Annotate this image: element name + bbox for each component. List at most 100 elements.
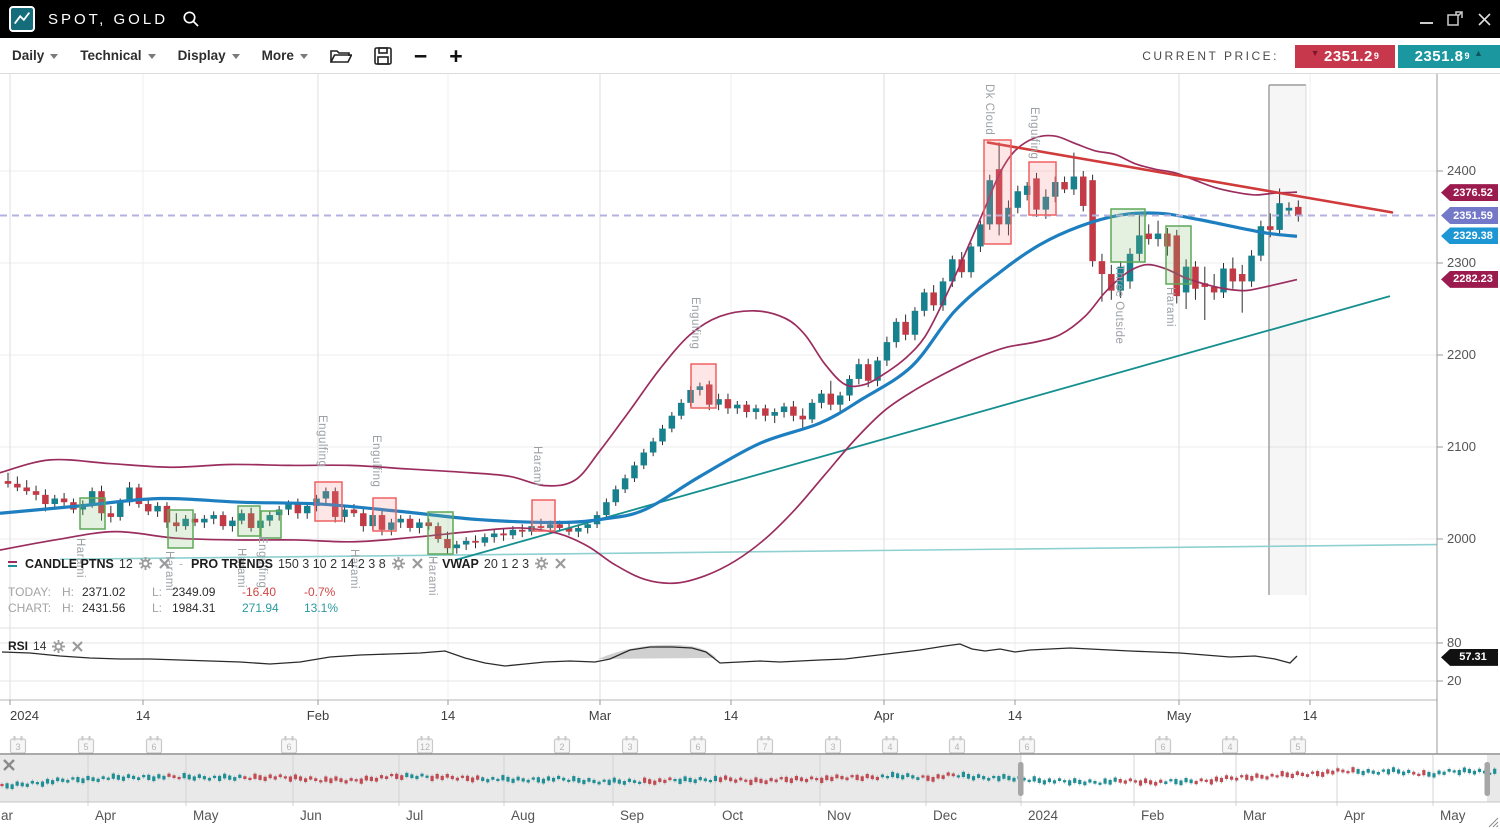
pattern-annotation-label: Harami	[235, 548, 247, 589]
rsi-pane	[1, 643, 1298, 667]
settings-icon[interactable]	[391, 557, 405, 570]
menu-daily-label: Daily	[12, 48, 45, 63]
rsi-legend: RSI 14	[8, 639, 84, 653]
pattern-annotation-label: Harami	[426, 556, 438, 597]
indicator-candle-ptns-params: 12	[118, 556, 133, 571]
svg-text:14: 14	[1303, 708, 1317, 723]
zoom-out-button[interactable]: −	[413, 42, 428, 69]
pattern-annotation-label: Harami	[348, 549, 360, 590]
svg-text:3: 3	[627, 742, 632, 752]
navigator-candles	[0, 765, 1497, 791]
toolbar: Daily Technical Display More − + CURRENT…	[0, 38, 1500, 74]
ask-price-value: 2351.8	[1414, 47, 1464, 65]
today-high: 2371.02	[82, 585, 126, 599]
svg-text:14: 14	[724, 708, 738, 723]
indicator-vwap[interactable]: VWAP	[442, 556, 479, 571]
current-period-box	[1268, 84, 1307, 595]
pattern-annotation-label: Engulfing	[370, 435, 382, 488]
high-label: H:	[62, 601, 74, 615]
pattern-annotation-label: Harami	[1164, 287, 1176, 328]
symbol-title: SPOT, GOLD	[48, 10, 169, 28]
indicator-vwap-params: 20 1 2 3	[483, 556, 530, 571]
svg-text:3: 3	[830, 742, 835, 752]
arrow-down-icon: ▼	[1310, 47, 1320, 58]
svg-text:May: May	[1440, 808, 1466, 823]
low-label: L:	[152, 601, 163, 615]
zoom-in-button[interactable]: +	[449, 42, 463, 69]
pattern-annotation-label: Engulfing	[1028, 107, 1040, 160]
menu-more-label: More	[261, 48, 294, 63]
bid-price-badge: ▼ 2351.2 9	[1295, 44, 1395, 68]
settings-icon[interactable]	[52, 639, 66, 653]
svg-text:Oct: Oct	[722, 808, 743, 823]
indicator-pro-trends-params: 150 3 10 2 14 2 3 8	[277, 556, 386, 571]
app-logo-icon	[9, 6, 35, 32]
remove-indicator-icon[interactable]	[411, 558, 423, 569]
indicator-candle-ptns[interactable]: CANDLE PTNS	[25, 556, 114, 571]
minimize-button[interactable]	[1420, 9, 1433, 29]
event-badges[interactable]: 3 5 6 6 12 2 3 6 7 3 4 4 6 6 4 5	[9, 736, 1307, 754]
navigator-month-labels: ar Apr May Jun Jul Aug Sep Oct Nov Dec 2024 Feb Mar A…	[1, 808, 1466, 823]
svg-text:Apr: Apr	[1344, 808, 1366, 823]
popout-button[interactable]	[1447, 9, 1463, 29]
svg-text:2: 2	[559, 742, 564, 752]
svg-text:2400: 2400	[1447, 163, 1476, 178]
svg-text:2200: 2200	[1447, 347, 1476, 362]
navigator[interactable]	[0, 755, 1500, 806]
svg-text:80: 80	[1447, 635, 1461, 650]
svg-text:Dec: Dec	[933, 808, 957, 823]
svg-text:4: 4	[887, 742, 892, 752]
search-icon[interactable]	[182, 10, 200, 28]
indicator-pro-trends[interactable]: PRO TRENDS	[190, 556, 273, 571]
remove-indicator-icon[interactable]	[555, 558, 566, 569]
svg-text:Nov: Nov	[827, 808, 851, 823]
svg-text:6: 6	[1160, 742, 1165, 752]
pattern-annotation-label: Dk Cloud	[983, 84, 995, 136]
svg-text:Feb: Feb	[307, 708, 329, 723]
svg-text:2024: 2024	[10, 708, 39, 723]
menu-technical[interactable]: Technical	[80, 48, 156, 63]
svg-text:4: 4	[1227, 742, 1232, 752]
price-tag: 2282.23	[1441, 270, 1498, 288]
svg-text:14: 14	[1008, 708, 1022, 723]
svg-text:6: 6	[286, 742, 291, 752]
save-icon[interactable]	[374, 46, 392, 65]
remove-indicator-icon[interactable]	[159, 558, 170, 569]
navigator-close-icon[interactable]	[3, 758, 18, 773]
svg-text:May: May	[193, 808, 219, 823]
close-icon[interactable]	[1477, 9, 1492, 29]
arrow-up-icon: ▲	[1473, 47, 1484, 58]
menu-more[interactable]: More	[262, 48, 308, 63]
indicator-rsi[interactable]: RSI	[8, 639, 29, 653]
settings-icon[interactable]	[138, 557, 152, 570]
menu-display[interactable]: Display	[178, 48, 240, 63]
svg-text:Aug: Aug	[511, 808, 535, 823]
rsi-value-tag: 57.31	[1441, 648, 1498, 666]
open-folder-icon[interactable]	[329, 47, 352, 65]
navigator-right-handle[interactable]	[1484, 762, 1491, 796]
price-tag: 2329.38	[1441, 227, 1498, 245]
svg-text:Jun: Jun	[300, 808, 322, 823]
svg-text:ar: ar	[1, 808, 14, 823]
legend-separator: -	[178, 556, 183, 571]
remove-indicator-icon[interactable]	[72, 640, 84, 652]
navigator-left-handle[interactable]	[1018, 762, 1024, 796]
resize-grip[interactable]	[1488, 817, 1499, 828]
svg-text:Apr: Apr	[95, 808, 117, 823]
settings-icon[interactable]	[535, 557, 549, 570]
svg-text:7: 7	[762, 742, 767, 752]
pattern-annotation-label: Engulfing	[689, 297, 701, 350]
chart-change: 271.94	[242, 601, 279, 615]
pattern-annotation-label: Engulfing	[316, 415, 328, 468]
chevron-down-icon	[299, 54, 308, 59]
svg-text:12: 12	[420, 742, 430, 752]
svg-text:Mar: Mar	[589, 708, 612, 723]
menu-daily[interactable]: Daily	[12, 48, 59, 63]
svg-text:5: 5	[83, 742, 88, 752]
pattern-annotation-label: Harami	[74, 538, 86, 579]
x-axis-labels: 2024 14 Feb 14 Mar 14 Apr 14 May 14	[9, 700, 1317, 723]
bid-price-value: 2351.2	[1324, 47, 1373, 65]
today-change-pct: -0.7%	[304, 585, 336, 599]
svg-text:Mar: Mar	[1243, 808, 1267, 823]
